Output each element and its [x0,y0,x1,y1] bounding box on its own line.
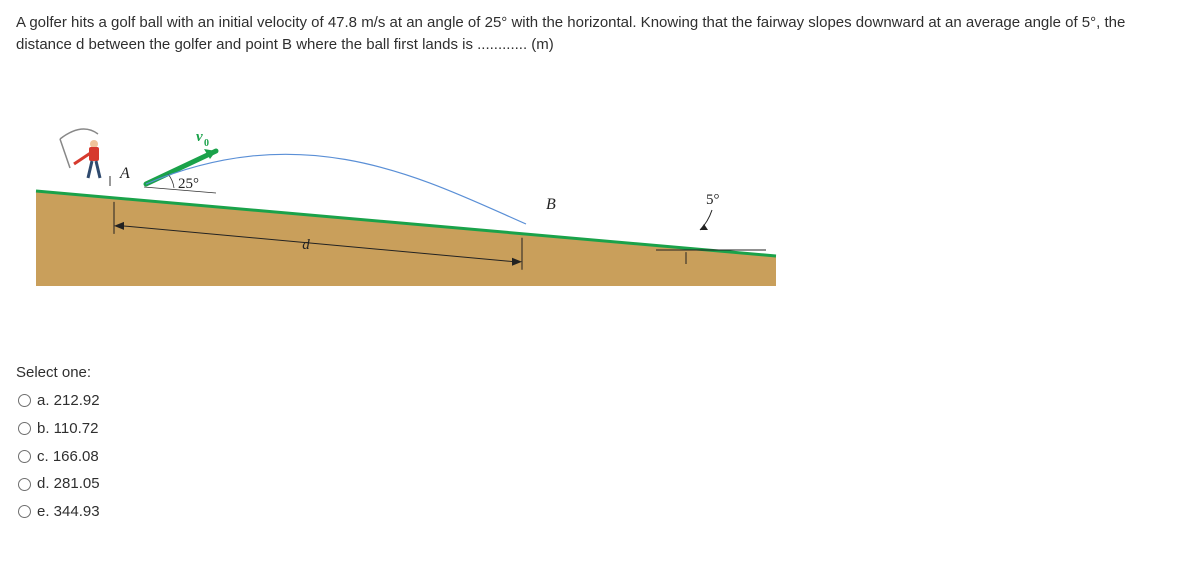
option-b[interactable]: b. 110.72 [18,418,1167,440]
radio-icon[interactable] [18,505,31,518]
options-list: a. 212.92 b. 110.72 c. 166.08 d. 281.05 e. 3… [18,390,1167,523]
select-one-label: Select one: [16,362,1167,384]
svg-text:A: A [119,165,130,182]
option-label: b. 110.72 [37,418,98,440]
svg-text:25°: 25° [178,176,199,192]
option-label: d. 281.05 [37,473,100,495]
projectile-diagram: A 25° v0 Bd 5° [26,96,1167,323]
radio-icon[interactable] [18,478,31,491]
svg-text:0: 0 [204,138,209,149]
svg-text:B: B [546,196,556,213]
option-e[interactable]: e. 344.93 [18,501,1167,523]
radio-icon[interactable] [18,422,31,435]
option-label: a. 212.92 [37,390,100,412]
option-label: c. 166.08 [37,446,99,468]
radio-icon[interactable] [18,394,31,407]
option-label: e. 344.93 [37,501,100,523]
radio-icon[interactable] [18,450,31,463]
svg-text:v: v [196,129,203,145]
option-c[interactable]: c. 166.08 [18,446,1167,468]
question-text: A golfer hits a golf ball with an initia… [16,12,1166,56]
svg-text:5°: 5° [706,192,720,208]
option-d[interactable]: d. 281.05 [18,473,1167,495]
svg-text:d: d [302,236,310,252]
option-a[interactable]: a. 212.92 [18,390,1167,412]
